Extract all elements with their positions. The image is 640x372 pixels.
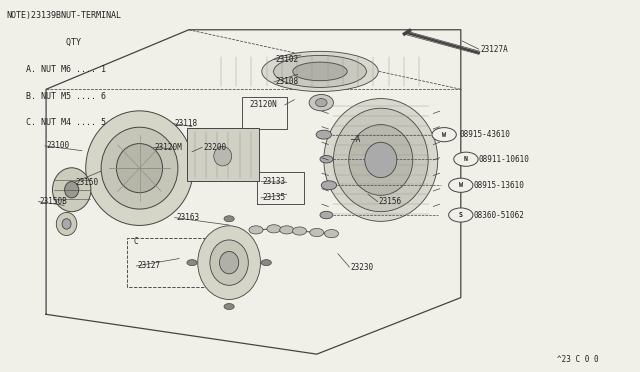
Circle shape bbox=[267, 225, 281, 233]
Text: 08911-10610: 08911-10610 bbox=[479, 155, 529, 164]
Text: W: W bbox=[442, 132, 446, 138]
Text: QTY: QTY bbox=[6, 38, 81, 47]
Text: 08915-43610: 08915-43610 bbox=[460, 130, 510, 139]
Text: 23230: 23230 bbox=[351, 263, 374, 272]
Ellipse shape bbox=[116, 144, 163, 193]
Circle shape bbox=[449, 208, 473, 222]
Ellipse shape bbox=[198, 226, 260, 299]
Ellipse shape bbox=[309, 94, 333, 111]
Text: 23127A: 23127A bbox=[480, 45, 508, 54]
Text: 23163: 23163 bbox=[176, 213, 199, 222]
Text: 23150: 23150 bbox=[76, 178, 99, 187]
Text: B. NUT M5 .... 6: B. NUT M5 .... 6 bbox=[6, 92, 106, 100]
Text: S: S bbox=[459, 212, 463, 218]
Circle shape bbox=[187, 260, 197, 266]
Ellipse shape bbox=[56, 212, 77, 235]
Text: —A: —A bbox=[351, 135, 360, 144]
Text: ^23 C 0 0: ^23 C 0 0 bbox=[557, 355, 598, 364]
Text: 23133: 23133 bbox=[262, 177, 285, 186]
Ellipse shape bbox=[220, 251, 239, 274]
Circle shape bbox=[321, 181, 337, 190]
Text: 23127: 23127 bbox=[138, 262, 161, 270]
Ellipse shape bbox=[210, 240, 248, 285]
Text: 23118: 23118 bbox=[174, 119, 197, 128]
Ellipse shape bbox=[333, 108, 428, 212]
Text: 23102: 23102 bbox=[275, 55, 298, 64]
Circle shape bbox=[280, 226, 294, 234]
Circle shape bbox=[261, 260, 271, 266]
Circle shape bbox=[249, 226, 263, 234]
Circle shape bbox=[432, 128, 456, 142]
Circle shape bbox=[316, 130, 332, 139]
Text: C. NUT M4 .... 5: C. NUT M4 .... 5 bbox=[6, 118, 106, 127]
Text: C: C bbox=[133, 237, 138, 246]
Circle shape bbox=[310, 228, 324, 237]
Text: NOTE)23139BNUT-TERMINAL: NOTE)23139BNUT-TERMINAL bbox=[6, 11, 122, 20]
Text: 23156: 23156 bbox=[379, 197, 402, 206]
Circle shape bbox=[292, 227, 307, 235]
Text: 23200: 23200 bbox=[204, 143, 227, 152]
Ellipse shape bbox=[52, 168, 91, 212]
Ellipse shape bbox=[65, 182, 79, 198]
Ellipse shape bbox=[262, 51, 378, 92]
Ellipse shape bbox=[86, 111, 193, 225]
Text: W: W bbox=[459, 182, 463, 188]
Circle shape bbox=[449, 178, 473, 192]
Text: A. NUT M6 .... 1: A. NUT M6 .... 1 bbox=[6, 65, 106, 74]
Ellipse shape bbox=[274, 55, 366, 87]
Text: 23120M: 23120M bbox=[155, 143, 182, 152]
Ellipse shape bbox=[316, 99, 327, 107]
Text: 23120N: 23120N bbox=[250, 100, 277, 109]
Ellipse shape bbox=[365, 142, 397, 178]
Text: 23108: 23108 bbox=[275, 77, 298, 86]
Text: 23135: 23135 bbox=[262, 193, 285, 202]
Text: N: N bbox=[464, 156, 468, 162]
Circle shape bbox=[224, 304, 234, 310]
Circle shape bbox=[224, 216, 234, 222]
Ellipse shape bbox=[349, 125, 413, 195]
Text: 23100: 23100 bbox=[46, 141, 69, 150]
Circle shape bbox=[320, 211, 333, 219]
Circle shape bbox=[454, 152, 478, 166]
Text: 08915-13610: 08915-13610 bbox=[474, 181, 524, 190]
Ellipse shape bbox=[62, 219, 71, 229]
Text: 08360-51062: 08360-51062 bbox=[474, 211, 524, 219]
Ellipse shape bbox=[101, 127, 178, 209]
Ellipse shape bbox=[324, 99, 438, 221]
Circle shape bbox=[320, 155, 333, 163]
Circle shape bbox=[324, 230, 339, 238]
Ellipse shape bbox=[214, 147, 232, 166]
Ellipse shape bbox=[293, 62, 347, 81]
FancyBboxPatch shape bbox=[187, 128, 259, 181]
Text: 23150B: 23150B bbox=[40, 197, 67, 206]
